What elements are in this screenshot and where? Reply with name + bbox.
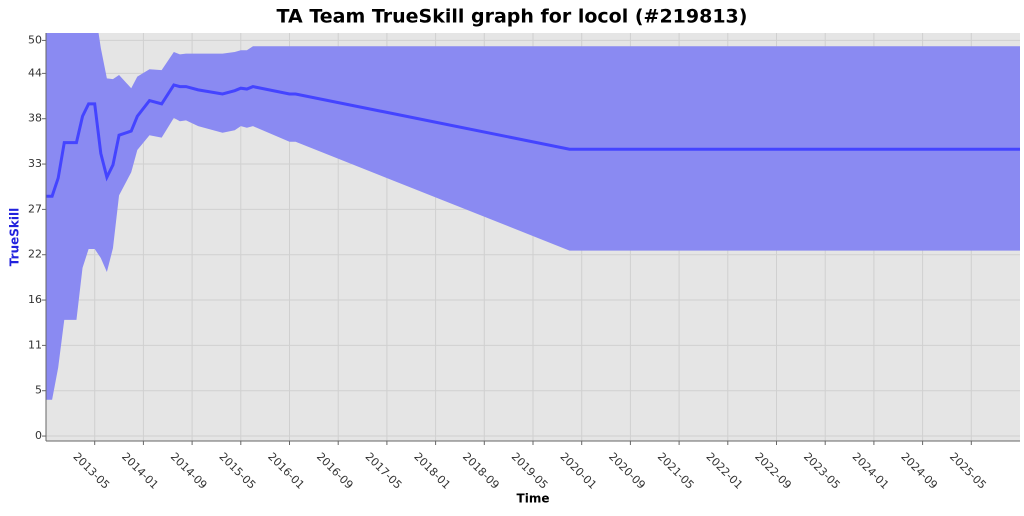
x-tick-label: 2015-05 xyxy=(217,450,259,492)
x-tick-label: 2022-09 xyxy=(752,450,794,492)
y-tick-label: 33 xyxy=(28,157,42,170)
y-tick-label: 50 xyxy=(28,33,42,46)
x-tick-label: 2016-01 xyxy=(265,450,307,492)
y-tick-label: 5 xyxy=(35,384,42,397)
x-tick-label: 2023-05 xyxy=(801,450,843,492)
plot xyxy=(46,33,1020,400)
x-tick-label: 2017-05 xyxy=(363,450,405,492)
chart-title: TA Team TrueSkill graph for locol (#2198… xyxy=(277,6,748,28)
x-tick-label: 2018-09 xyxy=(460,450,502,492)
x-tick-label: 2014-01 xyxy=(119,450,161,492)
x-tick-label: 2024-01 xyxy=(850,450,892,492)
x-tick-label: 2020-09 xyxy=(606,450,648,492)
y-tick-label: 27 xyxy=(28,202,42,215)
x-tick-label: 2013-05 xyxy=(70,450,112,492)
y-tick-label: 38 xyxy=(28,112,42,125)
x-tick-label: 2016-09 xyxy=(314,450,356,492)
x-tick-label: 2014-09 xyxy=(168,450,210,492)
x-tick-label: 2025-05 xyxy=(947,450,989,492)
x-tick-label: 2022-01 xyxy=(704,450,746,492)
y-tick-label: 11 xyxy=(28,338,42,351)
x-tick-label: 2021-05 xyxy=(655,450,697,492)
y-tick-label: 22 xyxy=(28,248,42,261)
x-axis-label: Time xyxy=(517,492,550,506)
line xyxy=(46,83,1020,198)
x-tick-label: 2019-05 xyxy=(509,450,551,492)
x-tick-label: 2024-09 xyxy=(898,450,940,492)
y-tick-label: 0 xyxy=(35,429,42,442)
y-tick-label: 16 xyxy=(28,293,42,306)
y-axis-label: TrueSkill xyxy=(8,208,22,266)
y-tick-label: 44 xyxy=(28,66,42,79)
x-tick-label: 2018-01 xyxy=(411,450,453,492)
band xyxy=(46,33,1020,400)
x-tick-label: 2020-01 xyxy=(557,450,599,492)
